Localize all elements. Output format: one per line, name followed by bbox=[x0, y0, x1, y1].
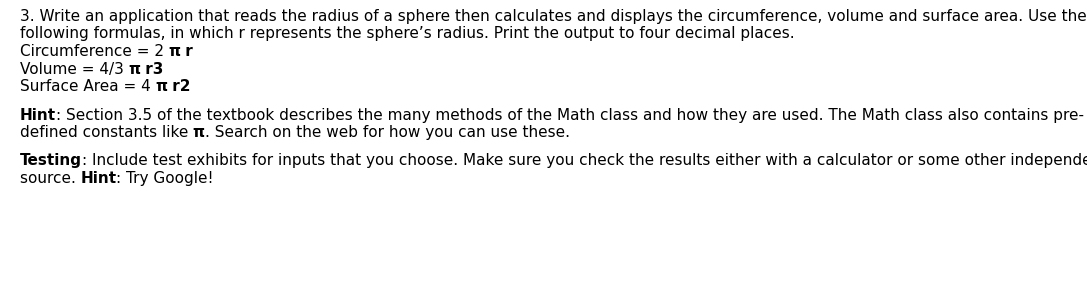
Text: 3. Write an application that reads the radius of a sphere then calculates and di: 3. Write an application that reads the r… bbox=[20, 9, 1086, 23]
Text: defined constants like: defined constants like bbox=[20, 125, 192, 140]
Text: π: π bbox=[128, 62, 140, 77]
Text: π: π bbox=[168, 44, 180, 59]
Text: : Include test exhibits for inputs that you choose. Make sure you check the resu: : Include test exhibits for inputs that … bbox=[82, 154, 1087, 168]
Text: Volume = 4/3: Volume = 4/3 bbox=[20, 62, 128, 77]
Text: : Section 3.5 of the textbook describes the many methods of the Math class and h: : Section 3.5 of the textbook describes … bbox=[55, 108, 1084, 123]
Text: Testing: Testing bbox=[20, 154, 82, 168]
Text: r3: r3 bbox=[140, 62, 164, 77]
Text: following formulas, in which r represents the sphere’s radius. Print the output : following formulas, in which r represent… bbox=[20, 26, 795, 41]
Text: r: r bbox=[180, 44, 193, 59]
Text: Hint: Hint bbox=[20, 108, 55, 123]
Text: Hint: Hint bbox=[80, 171, 116, 186]
Text: π: π bbox=[155, 80, 167, 94]
Text: Surface Area = 4: Surface Area = 4 bbox=[20, 80, 155, 94]
Text: r2: r2 bbox=[167, 80, 190, 94]
Text: : Try Google!: : Try Google! bbox=[116, 171, 214, 186]
Text: Circumference = 2: Circumference = 2 bbox=[20, 44, 168, 59]
Text: . Search on the web for how you can use these.: . Search on the web for how you can use … bbox=[204, 125, 570, 140]
Text: π: π bbox=[192, 125, 204, 140]
Text: source.: source. bbox=[20, 171, 80, 186]
